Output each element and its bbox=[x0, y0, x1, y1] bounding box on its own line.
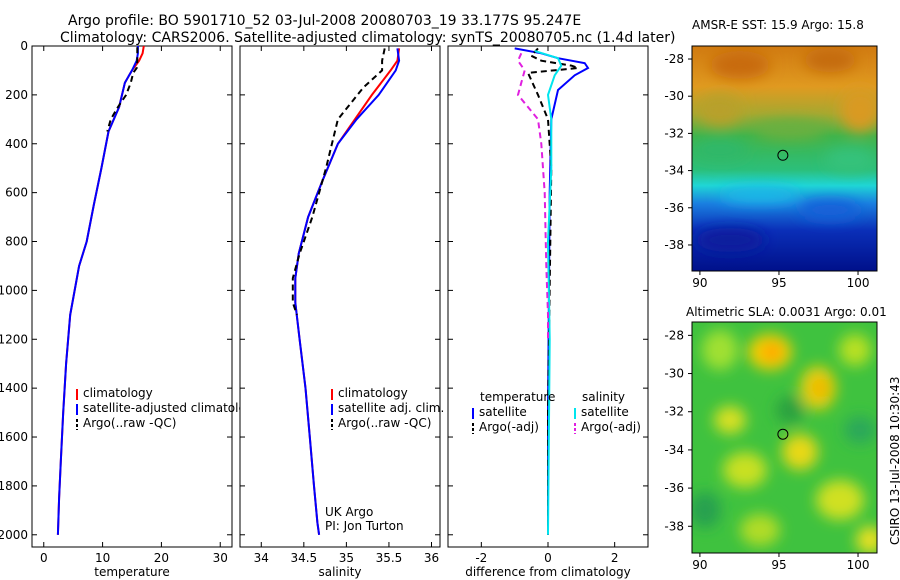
plot-frame bbox=[239, 45, 441, 548]
legend-label: Argo(..raw -QC) bbox=[338, 416, 431, 430]
legend-label: climatology bbox=[83, 386, 153, 400]
series-line-argo-raw-qc- bbox=[106, 47, 139, 132]
x-tick-label: 35.5 bbox=[376, 551, 403, 565]
map-y-tick-label: -32 bbox=[664, 126, 684, 140]
y-tick-label: 400 bbox=[5, 137, 28, 151]
x-tick-label: 34 bbox=[254, 551, 269, 565]
map-y-tick-label: -36 bbox=[664, 481, 684, 495]
map-y-tick-label: -36 bbox=[664, 201, 684, 215]
panel-annotation: PI: Jon Turton bbox=[325, 519, 404, 533]
x-axis-label: temperature bbox=[94, 565, 169, 579]
map-y-tick-label: -34 bbox=[664, 443, 684, 457]
map-x-tick-label: 100 bbox=[847, 276, 870, 290]
x-axis-label: salinity bbox=[318, 565, 361, 579]
map-x-tick-label: 90 bbox=[692, 558, 707, 572]
y-tick-label: 800 bbox=[5, 235, 28, 249]
legend-label: satellite bbox=[581, 405, 629, 419]
sst-map-title: AMSR-E SST: 15.9 Argo: 15.8 bbox=[692, 18, 864, 32]
y-tick-label: 1200 bbox=[0, 332, 28, 346]
x-tick-label: 34.5 bbox=[290, 551, 317, 565]
map-y-tick-label: -32 bbox=[664, 405, 684, 419]
map-y-tick-label: -28 bbox=[664, 328, 684, 342]
sla-argo-marker bbox=[777, 428, 789, 440]
map-x-tick-label: 90 bbox=[692, 276, 707, 290]
map-y-tick-label: -30 bbox=[664, 89, 684, 103]
side-caption: CSIRO 13-Jul-2008 10:30:43 bbox=[888, 376, 900, 545]
panel-annotation: UK Argo bbox=[325, 505, 373, 519]
y-tick-label: 200 bbox=[5, 88, 28, 102]
y-tick-label: 2000 bbox=[0, 528, 28, 542]
y-tick-label: 600 bbox=[5, 186, 28, 200]
x-tick-label: 2 bbox=[611, 551, 619, 565]
figure-title-line2: Climatology: CARS2006. Satellite-adjuste… bbox=[60, 30, 676, 46]
map-x-tick-label: 95 bbox=[771, 276, 786, 290]
temperature-panel: 0 10 20 30 0 200 400 600 800 1000 1200 1400 1600 1800… bbox=[0, 39, 261, 579]
sst-argo-marker bbox=[777, 149, 789, 161]
x-tick-label: 0 bbox=[40, 551, 48, 565]
legend-label: satellite adj. clim. bbox=[338, 401, 444, 415]
legend-group-label: temperature bbox=[480, 390, 555, 404]
series-line-satellite bbox=[534, 49, 563, 535]
x-tick-label: 35 bbox=[339, 551, 354, 565]
series-line-argo-adj- bbox=[516, 52, 549, 340]
map-y-tick-label: -38 bbox=[664, 519, 684, 533]
sst-map: AMSR-E SST: 15.9 Argo: 15.8 90 95 100- bbox=[664, 18, 878, 290]
y-tick-label: 1400 bbox=[0, 381, 28, 395]
sla-map-field bbox=[692, 322, 877, 553]
legend-label: satellite-adjusted climatology bbox=[83, 401, 261, 415]
legend-label: satellite bbox=[479, 405, 527, 419]
map-y-tick-label: -30 bbox=[664, 367, 684, 381]
legend-label: Argo(-adj) bbox=[479, 420, 539, 434]
legend-label: Argo(-adj) bbox=[581, 420, 641, 434]
x-tick-label: 20 bbox=[154, 551, 169, 565]
sst-map-axes: 90 95 100 -28 -30 -32 -34 -36 -38 bbox=[664, 52, 869, 290]
salinity-panel: 34 34.5 35 35.5 36 salinity climatologysatelli… bbox=[239, 45, 444, 579]
legend-label: climatology bbox=[338, 386, 408, 400]
series-line-satellite-adjusted-climatology bbox=[56, 46, 139, 535]
sst-map-field bbox=[692, 46, 877, 271]
y-tick-label: 1600 bbox=[0, 430, 28, 444]
map-x-tick-label: 100 bbox=[847, 558, 870, 572]
legend-label: Argo(..raw -QC) bbox=[83, 416, 176, 430]
legend-group-label: salinity bbox=[582, 390, 625, 404]
series-line-argo-raw-qc- bbox=[291, 48, 386, 316]
x-tick-label: 36 bbox=[424, 551, 439, 565]
map-y-tick-label: -38 bbox=[664, 238, 684, 252]
map-x-tick-label: 95 bbox=[771, 558, 786, 572]
map-y-tick-label: -34 bbox=[664, 164, 684, 178]
x-tick-label: 0 bbox=[544, 551, 552, 565]
x-tick-label: 10 bbox=[95, 551, 110, 565]
sla-map-title: Altimetric SLA: 0.0031 Argo: 0.01 bbox=[686, 305, 887, 319]
x-tick-label: -2 bbox=[475, 551, 487, 565]
y-tick-label: 1800 bbox=[0, 479, 28, 493]
y-tick-label: 0 bbox=[20, 39, 28, 53]
x-tick-label: 30 bbox=[213, 551, 228, 565]
series-line-satellite-adj-clim- bbox=[294, 48, 401, 535]
map-y-tick-label: -28 bbox=[664, 52, 684, 66]
sla-map: Altimetric SLA: 0.0031 Argo: 0.01 bbox=[664, 305, 886, 572]
y-tick-label: 1000 bbox=[0, 283, 28, 297]
sla-map-axes: 90 95 100 -28 -30 -32 -34 -36 -38 bbox=[664, 328, 869, 572]
plot-frame bbox=[31, 45, 233, 548]
x-axis-label: difference from climatology bbox=[465, 565, 631, 579]
figure-title-line1: Argo profile: BO 5901710_52 03-Jul-2008 … bbox=[68, 13, 582, 29]
